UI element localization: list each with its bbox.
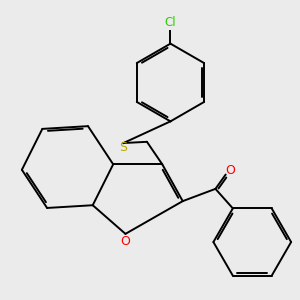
Text: Cl: Cl bbox=[165, 16, 176, 29]
Text: O: O bbox=[225, 164, 235, 177]
Text: S: S bbox=[119, 142, 128, 154]
Text: O: O bbox=[121, 235, 130, 248]
